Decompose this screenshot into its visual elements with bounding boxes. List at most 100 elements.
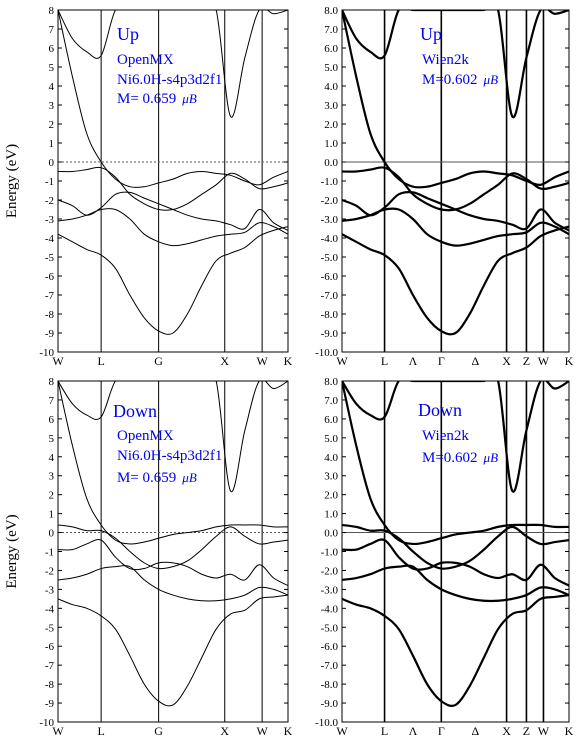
band-line-2 xyxy=(342,523,569,570)
y-tick-label: -7 xyxy=(45,660,55,672)
x-tick-label: Δ xyxy=(472,354,480,368)
y-tick-label: 3.0 xyxy=(324,100,338,112)
x-tick-label: K xyxy=(284,724,293,738)
x-tick-label: G xyxy=(154,354,163,368)
band-line-6 xyxy=(342,381,569,493)
y-tick-label: -3 xyxy=(45,584,55,596)
y-tick-label: -7.0 xyxy=(321,660,339,672)
band-group xyxy=(58,10,288,335)
y-tick-label: -8.0 xyxy=(321,309,339,321)
x-tick-label: K xyxy=(284,354,293,368)
y-tick-label: 4.0 xyxy=(324,81,338,93)
y-tick-label: -7.0 xyxy=(321,290,339,302)
y-tick-label: -5.0 xyxy=(321,622,339,634)
y-tick-label: -4 xyxy=(45,603,55,615)
y-tick-label: -6 xyxy=(45,271,55,283)
y-tick-label: -10.0 xyxy=(315,347,338,359)
y-tick-label: 6 xyxy=(49,43,55,55)
x-tick-label: W xyxy=(336,724,348,738)
y-tick-label: 1.0 xyxy=(324,509,338,521)
y-tick-label: -9.0 xyxy=(321,328,339,340)
y-tick-label: 3.0 xyxy=(324,471,338,483)
y-tick-label: -6.0 xyxy=(321,641,339,653)
y-tick-label: 8.0 xyxy=(324,376,338,388)
y-tick-label: -10.0 xyxy=(315,717,338,729)
x-tick-label: X xyxy=(502,724,511,738)
band-line-5 xyxy=(342,593,569,708)
band-line-1 xyxy=(342,381,569,546)
y-tick-label: -5.0 xyxy=(321,252,339,264)
annotation-2: Wien2k xyxy=(422,428,469,444)
band-line-3 xyxy=(342,538,569,587)
x-tick-label: Λ xyxy=(409,724,418,738)
y-tick-label: 3 xyxy=(49,471,55,483)
band-line-2 xyxy=(58,166,288,211)
annotation-4: M= 0.659 μB xyxy=(117,91,197,107)
panel-up-wien2k: 8.0 7.0 6.0 5.0 4.0 3.0 2.0 1.0 0.0 -1.0 -2.0 -3.0 -… xyxy=(315,5,574,368)
x-tick-label: L xyxy=(97,354,104,368)
y-tick-label: -1 xyxy=(45,176,54,188)
x-tick-label: K xyxy=(565,724,574,738)
y-tick-label: 5.0 xyxy=(324,62,338,74)
band-line-2 xyxy=(342,166,569,212)
annotation-2: OpenMX xyxy=(117,52,174,68)
y-tick-label: 7.0 xyxy=(324,24,338,36)
annotation-1: Up xyxy=(117,24,139,44)
y-tick-label: -2.0 xyxy=(321,565,339,577)
y-tick-label: -10 xyxy=(39,347,54,359)
x-tick-label: X xyxy=(502,354,511,368)
band-line-3 xyxy=(58,539,288,587)
y-tick-label: 0 xyxy=(49,528,55,540)
band-line-4 xyxy=(342,207,569,247)
x-tick-label: W xyxy=(336,354,348,368)
x-tick-label: X xyxy=(220,354,229,368)
annotation-1: Down xyxy=(113,401,157,421)
y-tick-label: -6 xyxy=(45,641,55,653)
band-line-1 xyxy=(58,10,288,188)
y-tick-label: -4 xyxy=(45,233,55,245)
band-line-5 xyxy=(342,225,569,336)
x-tick-label: Z xyxy=(523,354,530,368)
y-tick-label: 4.0 xyxy=(324,452,338,464)
x-tick-label: Λ xyxy=(409,354,418,368)
y-tick-label: -2.0 xyxy=(321,195,339,207)
band-line-2 xyxy=(58,524,288,570)
y-tick-label: 0.0 xyxy=(324,528,338,540)
y-axis-label: Energy (eV) xyxy=(4,514,20,588)
y-tick-label: 3 xyxy=(49,100,55,112)
x-tick-label: Z xyxy=(523,724,530,738)
y-tick-label: -9 xyxy=(45,698,55,710)
annotation-3: M=0.602 μB xyxy=(422,72,498,88)
x-tick-label: W xyxy=(538,354,550,368)
band-line-4 xyxy=(58,208,288,247)
y-axis-label: Energy (eV) xyxy=(4,144,20,218)
band-group xyxy=(342,381,569,708)
annotation-2: Wien2k xyxy=(422,52,469,68)
y-tick-label: -7 xyxy=(45,290,55,302)
y-tick-label: -9 xyxy=(45,328,55,340)
annotation-3: M=0.602 μB xyxy=(422,450,498,466)
x-tick-label: W xyxy=(538,724,550,738)
y-tick-label: 5 xyxy=(49,62,55,74)
y-tick-label: 5.0 xyxy=(324,433,338,445)
x-tick-label: L xyxy=(381,724,388,738)
y-tick-label: 4 xyxy=(49,452,55,464)
y-tick-label: -1.0 xyxy=(321,176,339,188)
x-tick-label: L xyxy=(97,724,104,738)
y-tick-label: -9.0 xyxy=(321,698,339,710)
x-tick-label: W xyxy=(256,724,268,738)
band-line-5 xyxy=(58,226,288,335)
y-tick-label: -4.0 xyxy=(321,233,339,245)
annotation-1: Up xyxy=(420,24,442,44)
y-tick-label: 6.0 xyxy=(324,414,338,426)
annotation-2: OpenMX xyxy=(117,428,174,444)
y-tick-label: 7.0 xyxy=(324,395,338,407)
band-line-1 xyxy=(342,10,569,189)
band-line-6 xyxy=(58,10,288,118)
band-line-6 xyxy=(58,381,288,493)
y-tick-label: 5 xyxy=(49,433,55,445)
y-tick-label: 8 xyxy=(49,376,55,388)
y-tick-label: 8 xyxy=(49,5,55,17)
